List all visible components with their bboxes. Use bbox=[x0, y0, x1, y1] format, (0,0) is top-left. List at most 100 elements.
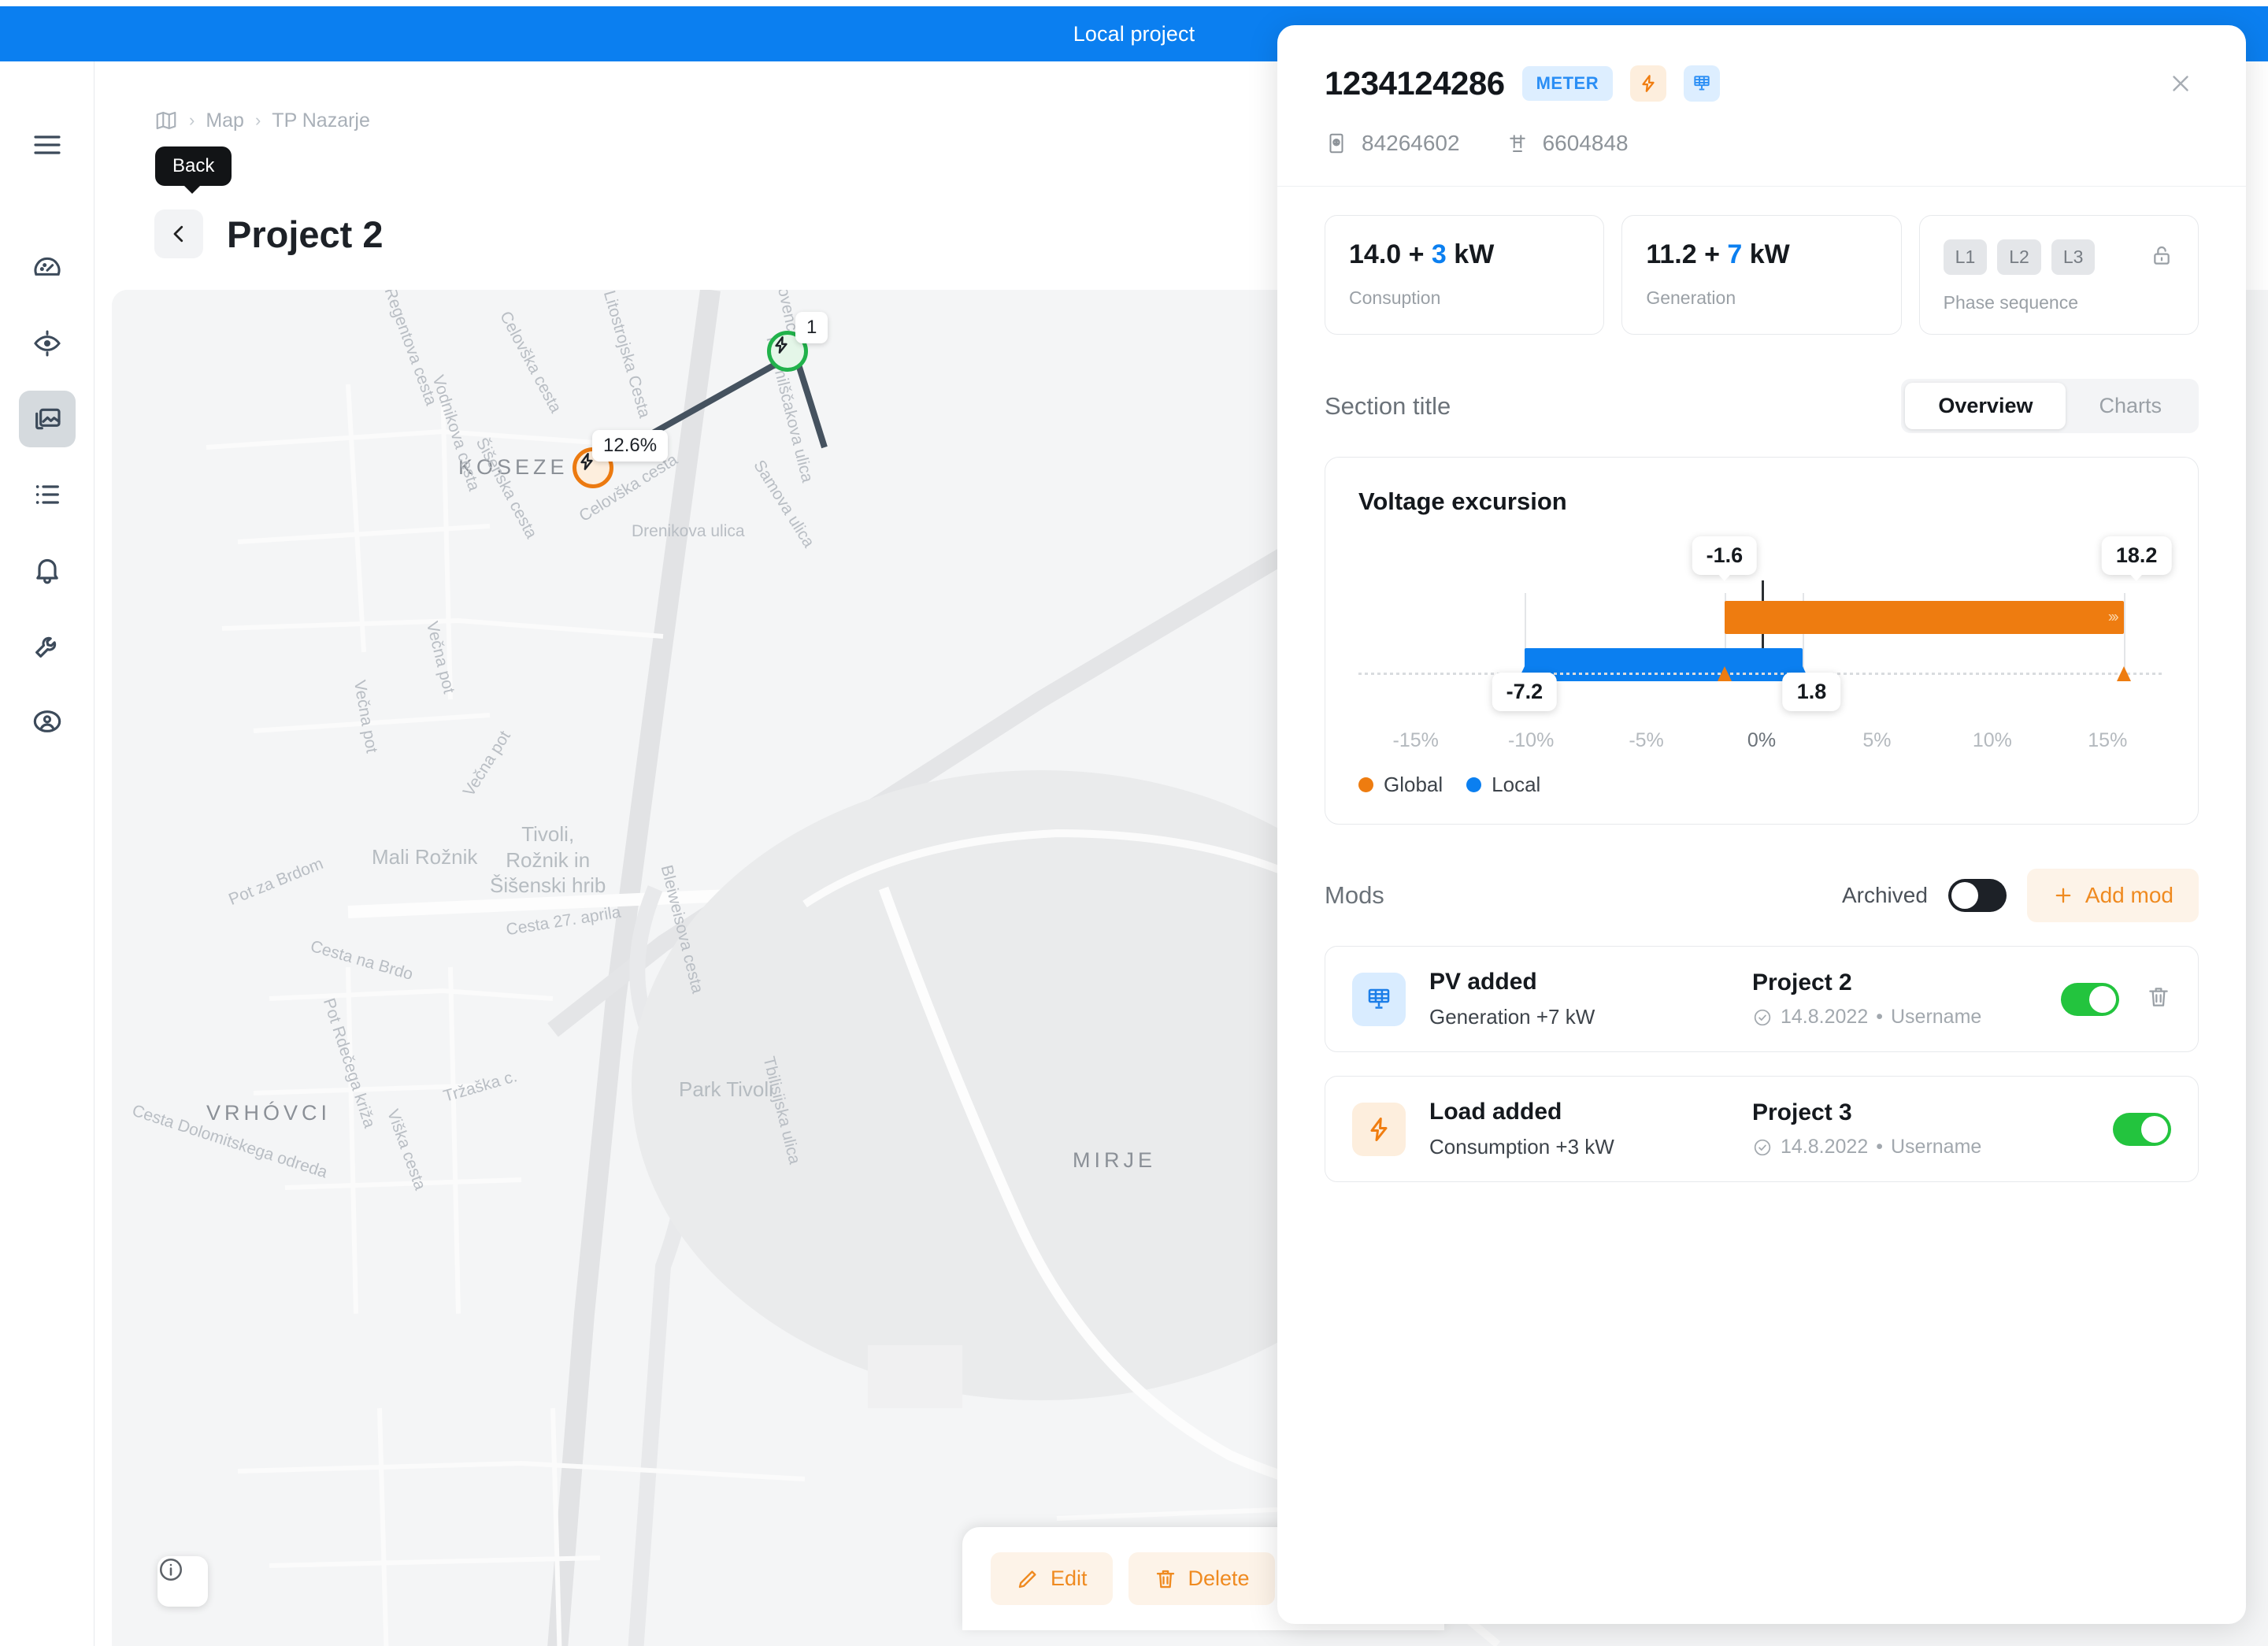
bolt-icon bbox=[580, 453, 593, 470]
map-book-icon[interactable] bbox=[154, 109, 178, 132]
edit-button[interactable]: Edit bbox=[991, 1552, 1113, 1605]
mod-main: Load added Consumption +3 kW bbox=[1429, 1099, 1729, 1159]
stat-card-consumption: 14.0 + 3 kW Consuption bbox=[1325, 215, 1605, 335]
mods-header: Mods Archived Add mod bbox=[1325, 869, 2199, 922]
bolt-icon bbox=[775, 336, 788, 354]
images-icon bbox=[35, 408, 61, 430]
voltage-excursion-card: Voltage excursion ››› bbox=[1325, 457, 2199, 825]
legend-dot-local bbox=[1466, 777, 1482, 792]
map-info-button[interactable] bbox=[158, 1556, 208, 1607]
chart-tick-label: 15% bbox=[2088, 729, 2128, 751]
badge-bolt bbox=[1630, 65, 1667, 102]
mod-actions bbox=[2113, 1112, 2171, 1146]
meter-id: 1234124286 bbox=[1325, 65, 1505, 102]
mod-date: 14.8.2022 bbox=[1781, 1136, 1869, 1158]
bolt-icon bbox=[1370, 1117, 1388, 1141]
mod-row-load-added[interactable]: Load added Consumption +3 kW Project 3 1… bbox=[1325, 1076, 2199, 1182]
tab-charts[interactable]: Charts bbox=[2066, 383, 2195, 429]
sidebar-item-list[interactable] bbox=[19, 466, 76, 523]
back-button[interactable] bbox=[154, 209, 203, 258]
chart-overflow-marker: ››› bbox=[2107, 608, 2119, 626]
breadcrumb-item-tp-nazarje[interactable]: TP Nazarje bbox=[272, 109, 370, 132]
mod-name: Load added bbox=[1429, 1099, 1562, 1125]
voltage-excursion-chart: ››› -1.6 18.2 -7.2 bbox=[1358, 536, 2172, 751]
consumption-label: Consuption bbox=[1349, 287, 1441, 308]
edit-button-label: Edit bbox=[1051, 1566, 1088, 1590]
unlock-icon bbox=[2154, 246, 2170, 265]
stat-card-phase-sequence: L1 L2 L3 Phase sequence bbox=[1918, 215, 2199, 335]
mods-title: Mods bbox=[1325, 881, 1384, 909]
phase-sequence-label: Phase sequence bbox=[1943, 292, 2079, 313]
unlock-button[interactable] bbox=[2149, 243, 2174, 272]
mod-icon-solar bbox=[1352, 972, 1406, 1026]
trash-icon bbox=[1156, 1570, 1174, 1588]
solar-panel-icon bbox=[1368, 988, 1390, 1009]
generation-base: 11.2 + bbox=[1646, 239, 1728, 269]
archived-toggle-knob bbox=[1951, 882, 1978, 909]
transformer-id: 6604848 bbox=[1506, 131, 1629, 156]
plus-icon bbox=[2055, 888, 2071, 903]
generation-value: 11.2 + 7 kW bbox=[1646, 239, 1877, 270]
mod-project-name: Project 2 bbox=[1752, 969, 1852, 995]
chart-axis-baseline bbox=[1358, 673, 2165, 675]
phase-chip-l1: L1 bbox=[1943, 239, 1988, 275]
check-circle-icon bbox=[1754, 1139, 1771, 1155]
chart-plot: ››› -1.6 18.2 -7.2 bbox=[1358, 536, 2172, 711]
mod-actions bbox=[2061, 982, 2171, 1016]
chart-tick-label: -5% bbox=[1629, 729, 1664, 751]
phase-chip-l2: L2 bbox=[1997, 239, 2041, 275]
sidebar-item-account[interactable] bbox=[19, 693, 76, 750]
section-header: Section title Overview Charts bbox=[1325, 379, 2199, 433]
archived-label: Archived bbox=[1841, 883, 1928, 907]
breadcrumb-item-map[interactable]: Map bbox=[206, 109, 244, 132]
user-circle-icon bbox=[33, 710, 61, 732]
mod-delete-button[interactable] bbox=[2146, 984, 2171, 1014]
add-mod-button[interactable]: Add mod bbox=[2026, 869, 2199, 922]
chart-marker-global-max bbox=[2116, 666, 2131, 681]
chart-tick-label: -15% bbox=[1392, 729, 1439, 751]
mod-enable-toggle[interactable] bbox=[2113, 1112, 2171, 1146]
breadcrumb: › Map › TP Nazarje bbox=[154, 109, 370, 132]
mod-user: Username bbox=[1890, 1136, 1982, 1158]
chart-guide-global-max bbox=[2123, 593, 2125, 673]
sidebar-item-layers[interactable] bbox=[18, 391, 76, 447]
map-edge-line bbox=[591, 354, 828, 470]
sidebar-item-menu[interactable] bbox=[19, 117, 76, 173]
detail-panel-ids: 84264602 6604848 bbox=[1325, 131, 2199, 156]
tab-overview[interactable]: Overview bbox=[1905, 383, 2066, 429]
legend-dot-global bbox=[1358, 777, 1373, 792]
delete-button[interactable]: Delete bbox=[1128, 1552, 1275, 1605]
mod-separator: • bbox=[1876, 1136, 1883, 1158]
info-circle-icon bbox=[159, 1558, 183, 1581]
chart-tick-label: 5% bbox=[1862, 729, 1892, 751]
sidebar-item-notifications[interactable] bbox=[19, 542, 76, 599]
sidebar-item-dashboard[interactable] bbox=[19, 239, 76, 296]
consumption-accent: 3 bbox=[1431, 239, 1447, 269]
bolt-icon bbox=[1642, 75, 1655, 92]
mod-project-name: Project 3 bbox=[1752, 1099, 1852, 1125]
map-edge-percentage-label: 12.6% bbox=[592, 430, 669, 462]
breadcrumb-separator-1: › bbox=[189, 110, 195, 130]
page-header: Project 2 bbox=[154, 209, 384, 258]
chart-guide-local-min bbox=[1524, 593, 1526, 673]
archived-toggle[interactable] bbox=[1947, 879, 2007, 912]
detail-panel: 1234124286 METER bbox=[1277, 25, 2246, 1624]
chart-tick-label: 10% bbox=[1972, 729, 2012, 751]
chart-callout-local-max: 1.8 bbox=[1782, 673, 1841, 711]
gauge-icon bbox=[34, 257, 60, 276]
sidebar-item-locate[interactable] bbox=[19, 315, 76, 372]
delete-button-label: Delete bbox=[1188, 1566, 1250, 1590]
mod-enable-toggle[interactable] bbox=[2061, 982, 2119, 1016]
section-tabs: Overview Charts bbox=[1901, 379, 2199, 433]
chart-legend: Global Local bbox=[1358, 773, 2165, 797]
mod-user: Username bbox=[1890, 1006, 1982, 1028]
consumption-unit: kW bbox=[1446, 239, 1495, 269]
sidebar-item-tools[interactable] bbox=[19, 617, 76, 674]
hamburger-menu-icon bbox=[33, 135, 61, 154]
mod-date: 14.8.2022 bbox=[1781, 1006, 1869, 1028]
close-button[interactable] bbox=[2162, 65, 2199, 102]
consumption-base: 14.0 + bbox=[1349, 239, 1432, 269]
mod-row-pv-added[interactable]: PV added Generation +7 kW Project 2 14.8… bbox=[1325, 946, 2199, 1052]
check-circle-icon bbox=[1754, 1009, 1771, 1025]
transformer-icon bbox=[1509, 135, 1525, 152]
